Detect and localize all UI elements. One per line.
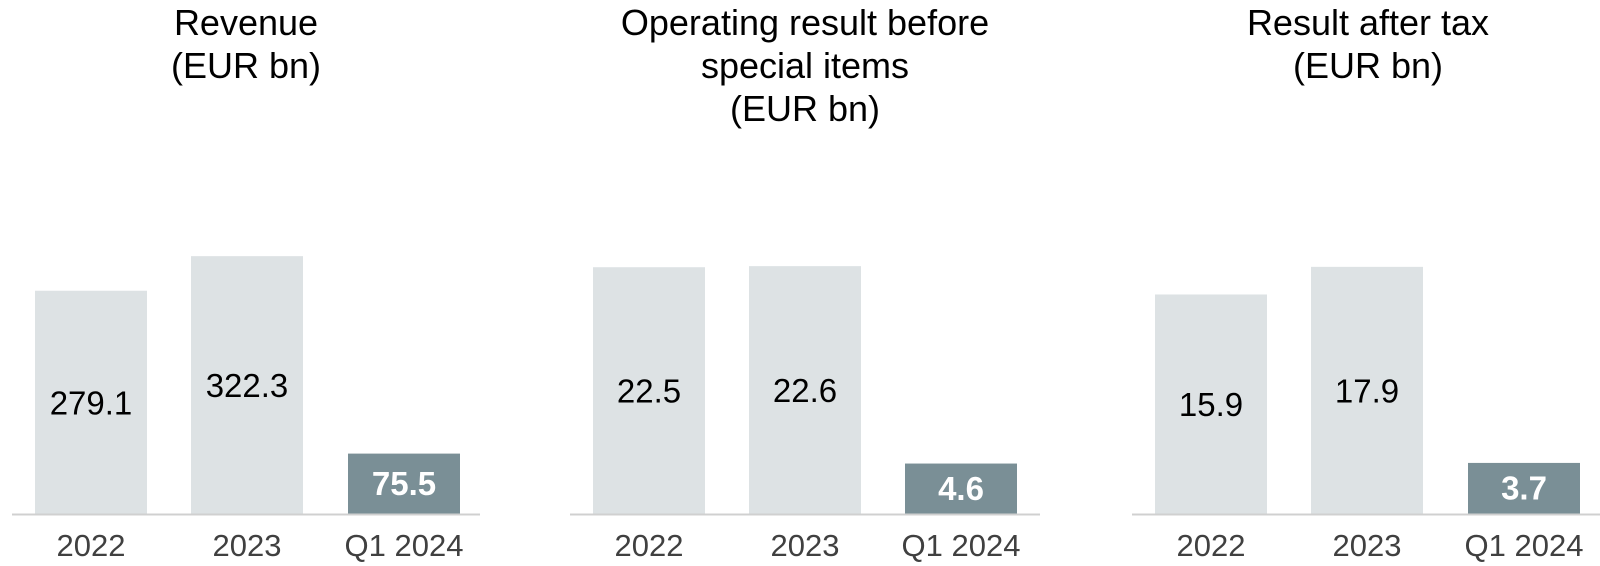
data-label: 322.3	[206, 367, 289, 404]
bar-2023	[191, 256, 303, 514]
x-tick-label: Q1 2024	[345, 528, 464, 563]
bar-q1-2024	[348, 453, 460, 514]
chart-title: Revenue (EUR bn)	[171, 2, 321, 86]
bar-q1-2024	[905, 463, 1017, 514]
x-tick-label: 2023	[1333, 528, 1402, 563]
data-label: 3.7	[1501, 469, 1547, 506]
x-tick-label: 2022	[57, 528, 126, 563]
data-label: 22.6	[773, 372, 837, 409]
data-label: 4.6	[938, 470, 984, 507]
bar-q1-2024	[1468, 462, 1580, 514]
data-label: 75.5	[372, 465, 436, 502]
bar-2022	[1155, 294, 1267, 514]
chart-title: Operating result before special items (EUR…	[621, 2, 989, 129]
data-label: 15.9	[1179, 386, 1243, 423]
x-tick-label: 2022	[615, 528, 684, 563]
data-label: 22.5	[617, 373, 681, 410]
data-label: 17.9	[1335, 372, 1399, 409]
chart-title: Result after tax (EUR bn)	[1247, 2, 1489, 86]
chart-1: Revenue (EUR bn) 279.1 2022 322.3 2023 75.5 Q1 …	[12, 2, 480, 563]
bar-2022	[35, 290, 147, 514]
chart-3: Result after tax (EUR bn) 15.9 2022 17.9 2023…	[1132, 2, 1600, 563]
bar-2022	[593, 267, 705, 514]
data-label: 279.1	[50, 384, 133, 421]
x-tick-label: Q1 2024	[902, 528, 1021, 563]
x-tick-label: 2023	[771, 528, 840, 563]
x-tick-label: 2023	[213, 528, 282, 563]
chart-2: Operating result before special items (EUR…	[570, 2, 1040, 563]
x-tick-label: Q1 2024	[1465, 528, 1584, 563]
bar-2023	[1311, 266, 1423, 514]
bar-2023	[749, 266, 861, 514]
x-tick-label: 2022	[1177, 528, 1246, 563]
